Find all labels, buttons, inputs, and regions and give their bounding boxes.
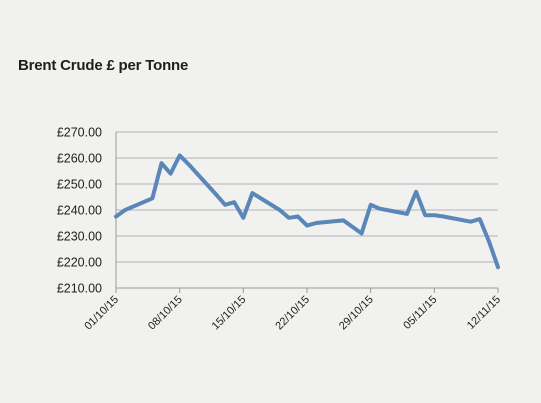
data-point bbox=[360, 231, 364, 235]
data-point bbox=[405, 212, 409, 216]
data-point bbox=[496, 265, 500, 269]
data-point bbox=[314, 221, 318, 225]
x-tick-label: 22/10/15 bbox=[273, 294, 312, 333]
y-tick-label: £210.00 bbox=[57, 282, 102, 296]
x-tick-label: 05/11/15 bbox=[401, 294, 439, 332]
y-tick-label: £260.00 bbox=[57, 152, 102, 166]
y-tick-label: £270.00 bbox=[57, 126, 102, 140]
series-layer bbox=[114, 153, 500, 270]
data-point bbox=[250, 191, 254, 195]
data-point bbox=[178, 153, 182, 157]
x-tick-labels: 01/10/15 08/10/15 15/10/15 22/10/15 29/10/15… bbox=[82, 294, 503, 333]
data-point bbox=[487, 239, 491, 243]
data-point bbox=[241, 216, 245, 220]
data-point bbox=[441, 215, 445, 219]
grid-lines bbox=[116, 131, 498, 289]
data-point bbox=[478, 217, 482, 221]
y-tick-label: £240.00 bbox=[57, 204, 102, 218]
data-point bbox=[378, 207, 382, 211]
data-point bbox=[341, 218, 345, 222]
x-tick-label: 29/10/15 bbox=[337, 294, 376, 333]
data-point bbox=[114, 215, 118, 219]
y-tick-label: £220.00 bbox=[57, 256, 102, 270]
y-tick-label: £250.00 bbox=[57, 178, 102, 192]
axes bbox=[115, 132, 499, 293]
data-point bbox=[369, 203, 373, 207]
data-point bbox=[169, 172, 173, 176]
chart-title: Brent Crude £ per Tonne bbox=[18, 57, 189, 74]
data-point bbox=[287, 216, 291, 220]
x-tick-label: 15/10/15 bbox=[210, 294, 249, 333]
data-point bbox=[159, 161, 163, 165]
data-point bbox=[187, 163, 191, 167]
data-point bbox=[223, 203, 227, 207]
data-point bbox=[150, 196, 154, 200]
data-point bbox=[214, 192, 218, 196]
data-point bbox=[123, 208, 127, 212]
data-point bbox=[350, 225, 354, 229]
data-point bbox=[232, 200, 236, 204]
data-point bbox=[423, 213, 427, 217]
x-tick-label: 01/10/15 bbox=[82, 294, 121, 333]
series-line bbox=[114, 153, 500, 270]
x-tick-label: 12/11/15 bbox=[465, 294, 503, 332]
data-point bbox=[414, 190, 418, 194]
data-point bbox=[469, 220, 473, 224]
data-point bbox=[278, 208, 282, 212]
data-point bbox=[305, 224, 309, 228]
y-tick-label: £230.00 bbox=[57, 230, 102, 244]
data-point bbox=[432, 213, 436, 217]
x-tick-label: 08/10/15 bbox=[146, 294, 185, 333]
y-tick-labels: £210.00 £220.00 £230.00 £240.00 £250.00 £260.… bbox=[57, 126, 102, 296]
data-point bbox=[296, 215, 300, 219]
